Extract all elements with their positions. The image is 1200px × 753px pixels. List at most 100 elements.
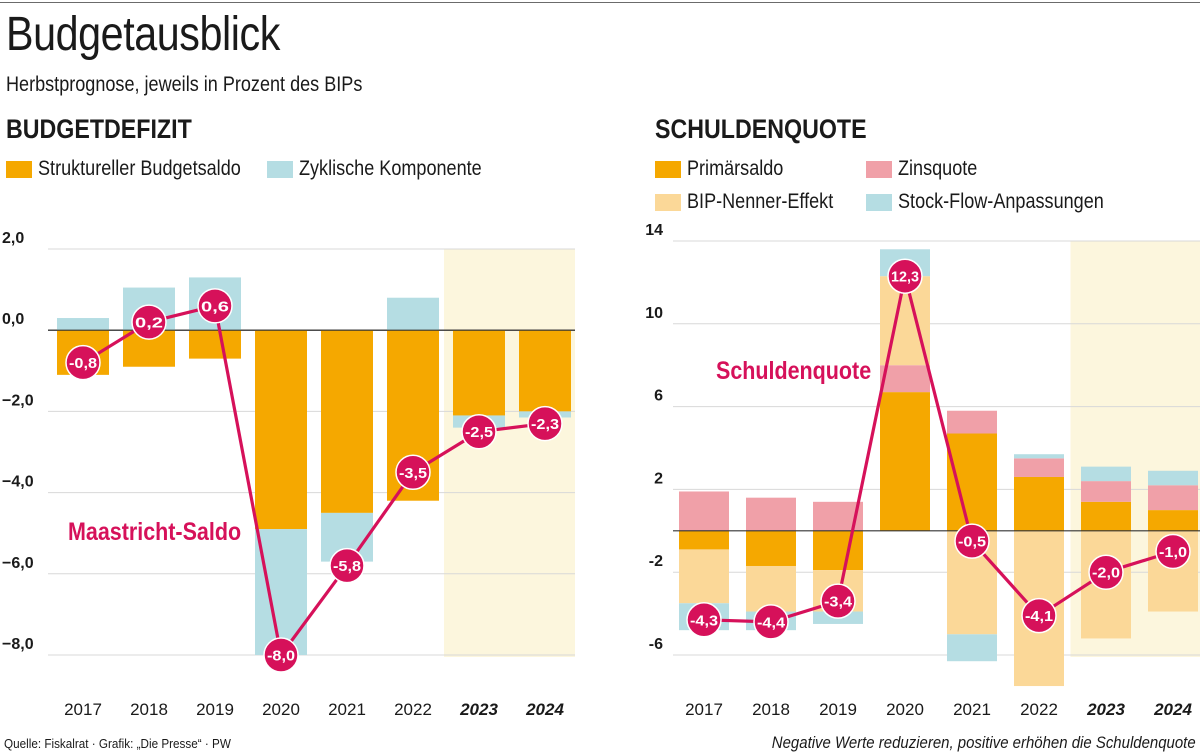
x-tick-label-2018: 2018: [752, 700, 790, 719]
line-data-label-2019: 0,6: [201, 298, 229, 315]
legend-swatch-orange: [655, 160, 681, 178]
legend-label: Primärsaldo: [687, 157, 784, 180]
line-point-2024: [1155, 533, 1191, 570]
bar-zinsquote-2022: [1014, 458, 1064, 477]
forecast-band: [444, 249, 575, 657]
bar-struktureller-budgetsaldo-2023: [453, 330, 505, 416]
bar-zinsquote-2017: [679, 491, 729, 531]
chart-title-budgetdefizit: BUDGETDEFIZIT: [6, 114, 192, 144]
legend-item-bip-nenner-effekt: BIP-Nenner-Effekt: [655, 189, 857, 215]
bar-struktureller-budgetsaldo-2020: [255, 330, 307, 530]
bar-zyklische-komponente-2020: [255, 529, 307, 655]
line-data-label-2024: -1,0: [1159, 544, 1187, 561]
bar-primärsaldo-2017: [679, 530, 729, 550]
chart-schuldenquote: 14 10 6 2 -2 -6 2017 2018 2019 2020 2021 2022 2023 20…: [645, 222, 1200, 719]
line-point-2019: [197, 288, 233, 324]
x-tick-label-2023: 2023: [459, 700, 498, 719]
chart-title-schuldenquote: SCHULDENQUOTE: [655, 114, 867, 144]
y-tick-label: 2,0: [2, 230, 24, 247]
legend-label: Zyklische Komponente: [299, 157, 482, 180]
bar-struktureller-budgetsaldo-2024: [519, 330, 571, 412]
bar-primärsaldo-2023: [1081, 501, 1131, 531]
bar-zinsquote-2024: [1148, 485, 1198, 511]
line-data-label-2017: -4,3: [690, 612, 718, 629]
line-point-2018: [131, 304, 167, 340]
line-data-label-2020: 12,3: [891, 269, 919, 286]
x-tick-label-2020: 2020: [886, 700, 924, 719]
bar-zinsquote-2023: [1081, 481, 1131, 502]
x-tick-label-2021: 2021: [328, 700, 366, 719]
series-label-schuldenquote: Schuldenquote: [716, 356, 871, 384]
bar-stock-flow-anpassungen-2024: [1148, 470, 1198, 486]
line-point-2023: [461, 413, 497, 450]
x-tick-label-2024: 2024: [525, 700, 564, 719]
bar-primärsaldo-2021: [947, 433, 997, 531]
x-tick-label-2017: 2017: [685, 700, 723, 719]
line-data-label-2018: -4,4: [757, 614, 786, 631]
legend-swatch-pink: [866, 160, 892, 178]
x-tick-label-2019: 2019: [819, 700, 857, 719]
bar-bip-nenner-effekt-2017: [679, 549, 729, 604]
y-tick-label: 2: [654, 470, 663, 487]
line-point-2021: [954, 523, 990, 559]
line-point-2018: [753, 604, 789, 640]
line-data-label-2019: -3,4: [824, 594, 853, 611]
page-subtitle: Herbstprognose, jeweils in Prozent des B…: [6, 73, 363, 96]
x-tick-label-2019: 2019: [196, 700, 234, 719]
x-tick-label-2021: 2021: [953, 700, 991, 719]
legend-swatch-lightblue: [267, 160, 293, 178]
top-rule: [0, 2, 1200, 3]
x-tick-label-2022: 2022: [1020, 700, 1058, 719]
x-tick-label-2017: 2017: [64, 700, 102, 719]
line-data-label-2023: -2,0: [1092, 565, 1120, 582]
y-tick-label: -6: [649, 636, 663, 653]
y-tick-label: 6: [654, 388, 663, 405]
bar-zinsquote-2021: [947, 410, 997, 434]
y-tick-label: 0,0: [2, 311, 24, 328]
line-data-label-2022: -3,5: [399, 465, 427, 482]
line-point-2019: [820, 583, 856, 619]
bar-primärsaldo-2018: [746, 530, 796, 566]
bar-zinsquote-2018: [746, 497, 796, 531]
legend-label: Zinsquote: [898, 157, 978, 180]
line-data-label-2022: -4,1: [1025, 608, 1053, 625]
bar-stock-flow-anpassungen-2022: [1014, 454, 1064, 459]
line-data-label-2024: -2,3: [531, 416, 559, 433]
line-point-2020: [887, 258, 923, 294]
line-data-label-2017: -0,8: [69, 355, 97, 372]
line-point-2024: [527, 405, 563, 442]
line-data-label-2020: -8,0: [267, 648, 295, 665]
legend-swatch-orange: [6, 160, 32, 178]
chart-budgetdefizit: 2,0 0,0 −2,0 −4,0 −6,0 −8,0 2017 2018 2019 2020 20…: [2, 230, 575, 719]
line-point-2020: [263, 637, 299, 673]
line-data-label-2021: -0,5: [958, 534, 986, 551]
legend-item-zyklische-komponente: Zyklische Komponente: [267, 156, 511, 182]
y-tick-label: −2,0: [2, 392, 34, 409]
bar-zyklische-komponente-2022: [387, 297, 439, 331]
x-tick-label-2018: 2018: [130, 700, 168, 719]
bar-primärsaldo-2020: [880, 392, 930, 531]
y-tick-label: −4,0: [2, 474, 34, 491]
y-tick-label: -2: [649, 553, 663, 570]
bar-primärsaldo-2024: [1148, 510, 1198, 531]
line-point-2022: [395, 454, 431, 491]
x-tick-label-2020: 2020: [262, 700, 300, 719]
y-tick-label: −6,0: [2, 555, 34, 572]
bar-struktureller-budgetsaldo-2019: [189, 330, 241, 359]
line-point-2023: [1088, 554, 1124, 590]
legend-swatch-lightorange: [655, 193, 681, 211]
line-point-2022: [1021, 597, 1057, 634]
legend-swatch-lightblue: [866, 193, 892, 211]
footnote: Negative Werte reduzieren, positive erhö…: [772, 733, 1196, 752]
page-title: Budgetausblick: [6, 8, 280, 61]
line-point-2021: [329, 547, 365, 584]
line-point-2017: [65, 344, 101, 381]
bar-stock-flow-anpassungen-2021: [947, 634, 997, 662]
line-data-label-2018: 0,2: [135, 315, 163, 332]
legend-item-primaersaldo: Primärsaldo: [655, 156, 799, 182]
bar-primärsaldo-2019: [813, 530, 863, 571]
bar-bip-nenner-effekt-2018: [746, 565, 796, 612]
bar-primärsaldo-2022: [1014, 476, 1064, 531]
line-point-2017: [686, 602, 722, 638]
